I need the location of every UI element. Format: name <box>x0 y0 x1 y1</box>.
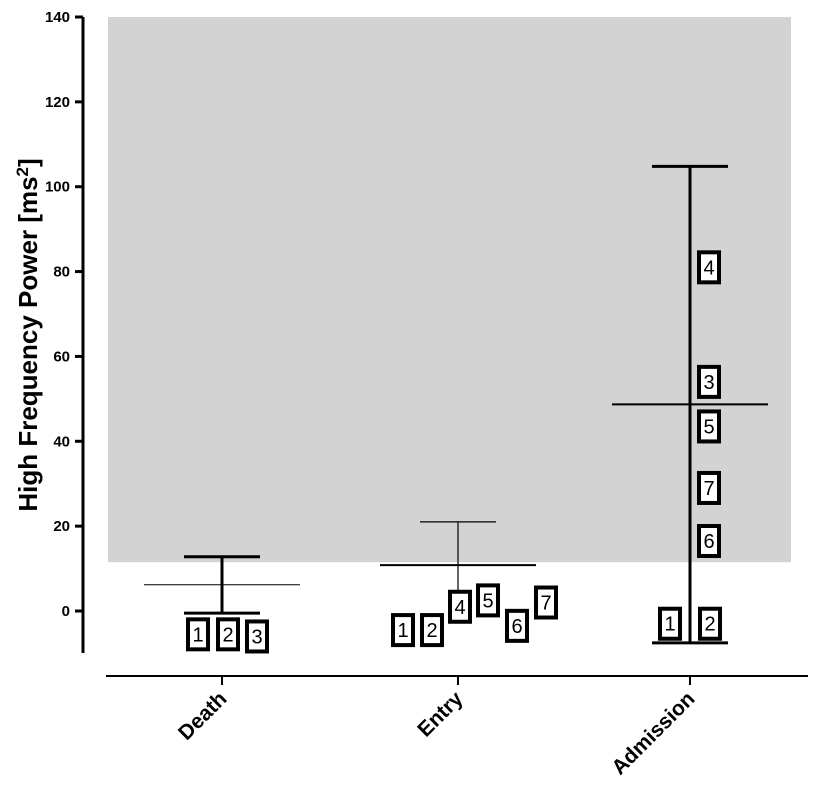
data-point-box <box>658 606 682 641</box>
data-point-box <box>448 589 472 624</box>
x-tick-label: Death <box>174 687 232 745</box>
data-point-box <box>534 585 558 620</box>
x-tick-label: Entry <box>413 687 467 741</box>
data-point-label: 6 <box>511 616 522 638</box>
data-point-label: 6 <box>703 531 714 553</box>
data-point: 3 <box>245 619 269 654</box>
y-tick-label: 100 <box>45 179 70 196</box>
data-point: 2 <box>698 606 722 641</box>
data-point-label: 1 <box>664 614 675 636</box>
data-point: 4 <box>448 589 472 624</box>
data-point-label: 5 <box>703 416 714 438</box>
y-tick-label: 80 <box>53 264 70 281</box>
data-point-label: 2 <box>222 624 233 646</box>
data-point: 1 <box>391 613 415 648</box>
y-tick-label: 0 <box>62 603 70 620</box>
y-tick-label: 20 <box>53 518 70 535</box>
data-point-label: 1 <box>397 620 408 642</box>
group-admission: 1 2 3 4 5 6 7 <box>612 164 768 645</box>
data-point-box <box>476 583 500 618</box>
data-point-box <box>245 619 269 654</box>
data-point-box <box>391 613 415 648</box>
x-axis: Death Entry Admission <box>106 675 808 779</box>
data-point-box <box>505 608 529 643</box>
data-point-box <box>186 617 210 652</box>
data-point: 6 <box>697 523 721 558</box>
data-point-box <box>698 606 722 641</box>
data-point-box <box>697 470 721 505</box>
y-tick-label: 120 <box>45 94 70 111</box>
data-point-label: 7 <box>703 478 714 500</box>
data-point-box <box>216 617 240 652</box>
data-point-label: 4 <box>454 597 465 619</box>
data-point-box <box>697 523 721 558</box>
data-point: 6 <box>505 608 529 643</box>
data-point: 4 <box>697 250 721 285</box>
x-tick-label: Admission <box>607 687 699 779</box>
data-point-box <box>697 250 721 285</box>
data-point-box <box>697 364 721 399</box>
y-tick-label: 60 <box>53 348 70 365</box>
data-point-label: 7 <box>540 593 551 615</box>
data-point-label: 4 <box>703 257 714 279</box>
reference-band <box>108 17 791 563</box>
y-tick-label: 140 <box>45 9 70 26</box>
data-point-label: 2 <box>426 620 437 642</box>
data-point-label: 3 <box>251 626 262 648</box>
data-point: 5 <box>476 583 500 618</box>
data-point-label: 1 <box>192 624 203 646</box>
group-entry: 1 24 567 <box>380 521 558 648</box>
data-point: 2 <box>216 617 240 652</box>
data-point-label: 3 <box>703 372 714 394</box>
data-point: 5 <box>697 409 721 444</box>
data-point: 3 <box>697 364 721 399</box>
data-point: 1 <box>186 617 210 652</box>
data-point: 1 <box>658 606 682 641</box>
data-point: 7 <box>534 585 558 620</box>
y-axis: 0 20 40 60 80 100 120 140 <box>45 9 85 653</box>
data-point-box <box>420 613 444 648</box>
data-point: 7 <box>697 470 721 505</box>
data-point-label: 5 <box>482 590 493 612</box>
y-tick-label: 40 <box>53 433 70 450</box>
y-axis-title: High Frequency Power [ms2] <box>13 158 44 511</box>
data-point: 2 <box>420 613 444 648</box>
data-point-label: 2 <box>704 614 715 636</box>
data-point-box <box>697 409 721 444</box>
